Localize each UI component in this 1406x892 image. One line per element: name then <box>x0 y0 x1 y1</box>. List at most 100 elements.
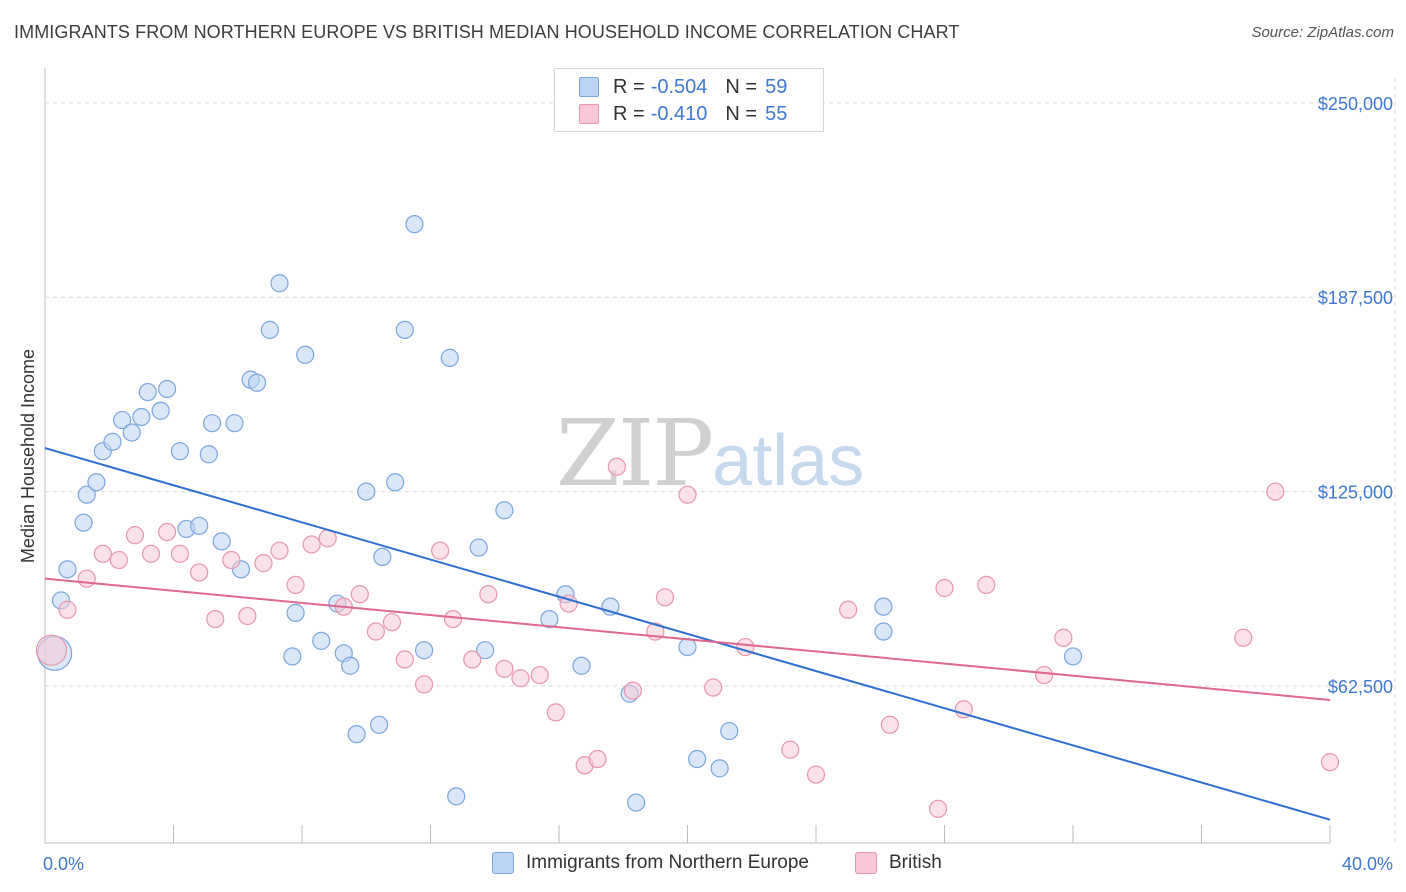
y-tick-label: $250,000 <box>1318 94 1393 114</box>
data-point-british <box>463 650 482 669</box>
trend-line-northern-europe <box>44 447 1331 821</box>
data-point-northern-europe <box>414 641 434 660</box>
data-point-northern-europe <box>395 320 414 339</box>
data-point-northern-europe <box>386 473 405 492</box>
chart-title: IMMIGRANTS FROM NORTHERN EUROPE VS BRITI… <box>14 22 960 42</box>
data-point-northern-europe <box>283 647 302 666</box>
legend-row-northern-europe: R = -0.504 N = 59 <box>579 75 787 99</box>
data-point-northern-europe <box>357 482 376 501</box>
data-point-british <box>495 659 514 678</box>
legend-swatch-pink <box>855 852 877 874</box>
data-point-northern-europe <box>347 725 366 744</box>
data-point-british <box>35 634 68 666</box>
data-point-northern-europe <box>540 609 559 629</box>
y-axis-label: Median Household Income <box>18 349 38 563</box>
data-point-northern-europe <box>874 622 893 641</box>
legend-label: British <box>889 852 942 873</box>
data-point-british <box>238 606 257 626</box>
legend-swatch-pink <box>579 104 599 124</box>
y-tick-label: $125,000 <box>1318 483 1393 503</box>
data-point-northern-europe <box>199 445 218 464</box>
data-point-northern-europe <box>688 749 707 769</box>
data-point-british <box>382 613 402 632</box>
data-point-british <box>977 575 996 594</box>
data-point-british <box>1320 753 1340 772</box>
legend-label: Immigrants from Northern Europe <box>526 852 809 873</box>
data-point-british <box>109 550 128 570</box>
data-point-northern-europe <box>202 414 222 433</box>
data-point-british <box>588 749 607 769</box>
data-point-northern-europe <box>710 759 729 778</box>
legend-r-value: -0.504 <box>650 75 708 98</box>
data-point-british <box>1266 482 1285 501</box>
data-point-british <box>77 569 96 588</box>
data-point-northern-europe <box>341 656 360 675</box>
x-tick-label: 40.0% <box>1342 854 1393 874</box>
data-point-northern-europe <box>122 423 141 442</box>
legend-n-label: N = <box>725 102 758 125</box>
data-points <box>35 215 1340 818</box>
data-point-british <box>170 544 190 563</box>
data-point-british <box>546 703 565 722</box>
data-point-british <box>254 554 273 573</box>
legend-swatch-blue <box>579 77 599 97</box>
data-point-british <box>414 675 434 694</box>
data-point-british <box>511 669 530 688</box>
legend-r-label: R = <box>613 102 645 125</box>
data-point-british <box>206 609 225 629</box>
data-point-northern-europe <box>286 603 305 622</box>
data-point-british <box>1234 628 1253 647</box>
data-point-northern-europe <box>138 382 157 402</box>
data-point-northern-europe <box>572 656 591 675</box>
legend-n-label: N = <box>725 75 758 98</box>
data-point-british <box>880 715 899 734</box>
data-point-northern-europe <box>312 631 331 650</box>
data-point-british <box>607 457 626 476</box>
data-point-northern-europe <box>212 532 231 551</box>
data-point-northern-europe <box>626 793 646 812</box>
data-point-northern-europe <box>74 513 93 532</box>
legend-n-value: 59 <box>765 75 788 98</box>
legend-r-value: -0.410 <box>650 102 708 125</box>
legend-r-label: R = <box>613 75 645 98</box>
data-point-northern-europe <box>132 407 151 427</box>
series-legend: Immigrants from Northern Europe British <box>0 852 1406 878</box>
data-point-northern-europe <box>874 597 893 616</box>
axis-labels: $62,500 $125,000 $187,500 $250,000 0.0% 40.0%… <box>18 94 1393 874</box>
data-point-british <box>286 575 305 594</box>
data-point-british <box>704 678 723 697</box>
x-tick-label: 0.0% <box>43 854 84 874</box>
data-point-northern-europe <box>87 473 106 492</box>
legend-item-british[interactable]: British <box>855 852 942 874</box>
legend-item-northern-europe[interactable]: Immigrants from Northern Europe <box>492 852 809 874</box>
data-point-british <box>806 765 826 784</box>
data-point-northern-europe <box>170 442 190 461</box>
data-point-british <box>530 665 549 685</box>
data-point-northern-europe <box>260 320 279 339</box>
data-point-northern-europe <box>370 715 389 734</box>
data-point-northern-europe <box>476 641 495 660</box>
data-point-british <box>222 550 241 570</box>
data-point-british <box>781 740 800 759</box>
data-point-british <box>1054 628 1073 647</box>
data-point-northern-europe <box>720 721 739 741</box>
data-point-british <box>443 609 463 629</box>
trend-lines <box>44 447 1331 821</box>
data-point-northern-europe <box>495 501 514 520</box>
data-point-british <box>350 585 369 604</box>
legend-row-british: R = -0.410 N = 55 <box>579 102 787 126</box>
data-point-northern-europe <box>225 414 244 433</box>
data-point-british <box>655 588 675 607</box>
data-point-british <box>302 535 321 554</box>
data-point-northern-europe <box>103 432 122 451</box>
data-point-northern-europe <box>190 516 209 535</box>
data-point-northern-europe <box>469 538 488 557</box>
data-point-british <box>141 544 161 563</box>
data-point-british <box>157 522 177 542</box>
legend-n-value: 55 <box>765 102 788 125</box>
data-point-northern-europe <box>58 560 77 579</box>
data-point-british <box>58 600 77 619</box>
grid-lines <box>45 78 1396 843</box>
data-point-northern-europe <box>247 373 267 392</box>
